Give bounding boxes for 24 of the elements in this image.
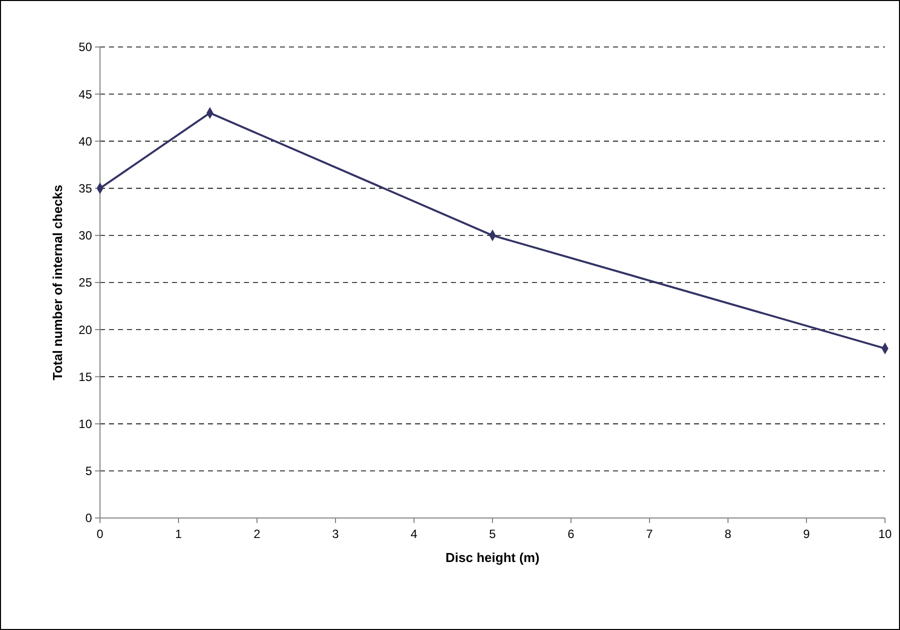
y-tick-label: 20 [78,322,92,337]
y-tick-label: 5 [85,464,92,478]
y-tick-label: 15 [78,370,92,384]
x-tick-label: 4 [410,527,418,541]
y-tick-label: 35 [78,182,92,196]
x-tick-label: 8 [724,527,732,541]
x-tick-label: 9 [803,527,810,541]
y-tick-label: 0 [85,511,92,526]
x-tick-label: 7 [646,527,654,541]
y-tick-label: 25 [78,276,92,290]
x-tick-label: 2 [254,527,261,541]
x-tick-label: 1 [175,527,182,541]
y-tick-label: 10 [78,417,92,431]
x-tick-label: 3 [332,527,340,541]
x-tick-label: 10 [878,527,892,541]
x-tick-label: 0 [96,527,104,541]
y-axis-title: Total number of internal checks [50,184,65,380]
y-tick-label: 30 [78,228,92,243]
x-axis-title: Disc height (m) [446,550,540,565]
y-tick-label: 40 [78,134,92,148]
x-tick-label: 5 [489,527,496,541]
x-tick-label: 6 [568,527,575,541]
y-tick-label: 45 [78,87,92,102]
y-tick-label: 50 [78,40,92,54]
